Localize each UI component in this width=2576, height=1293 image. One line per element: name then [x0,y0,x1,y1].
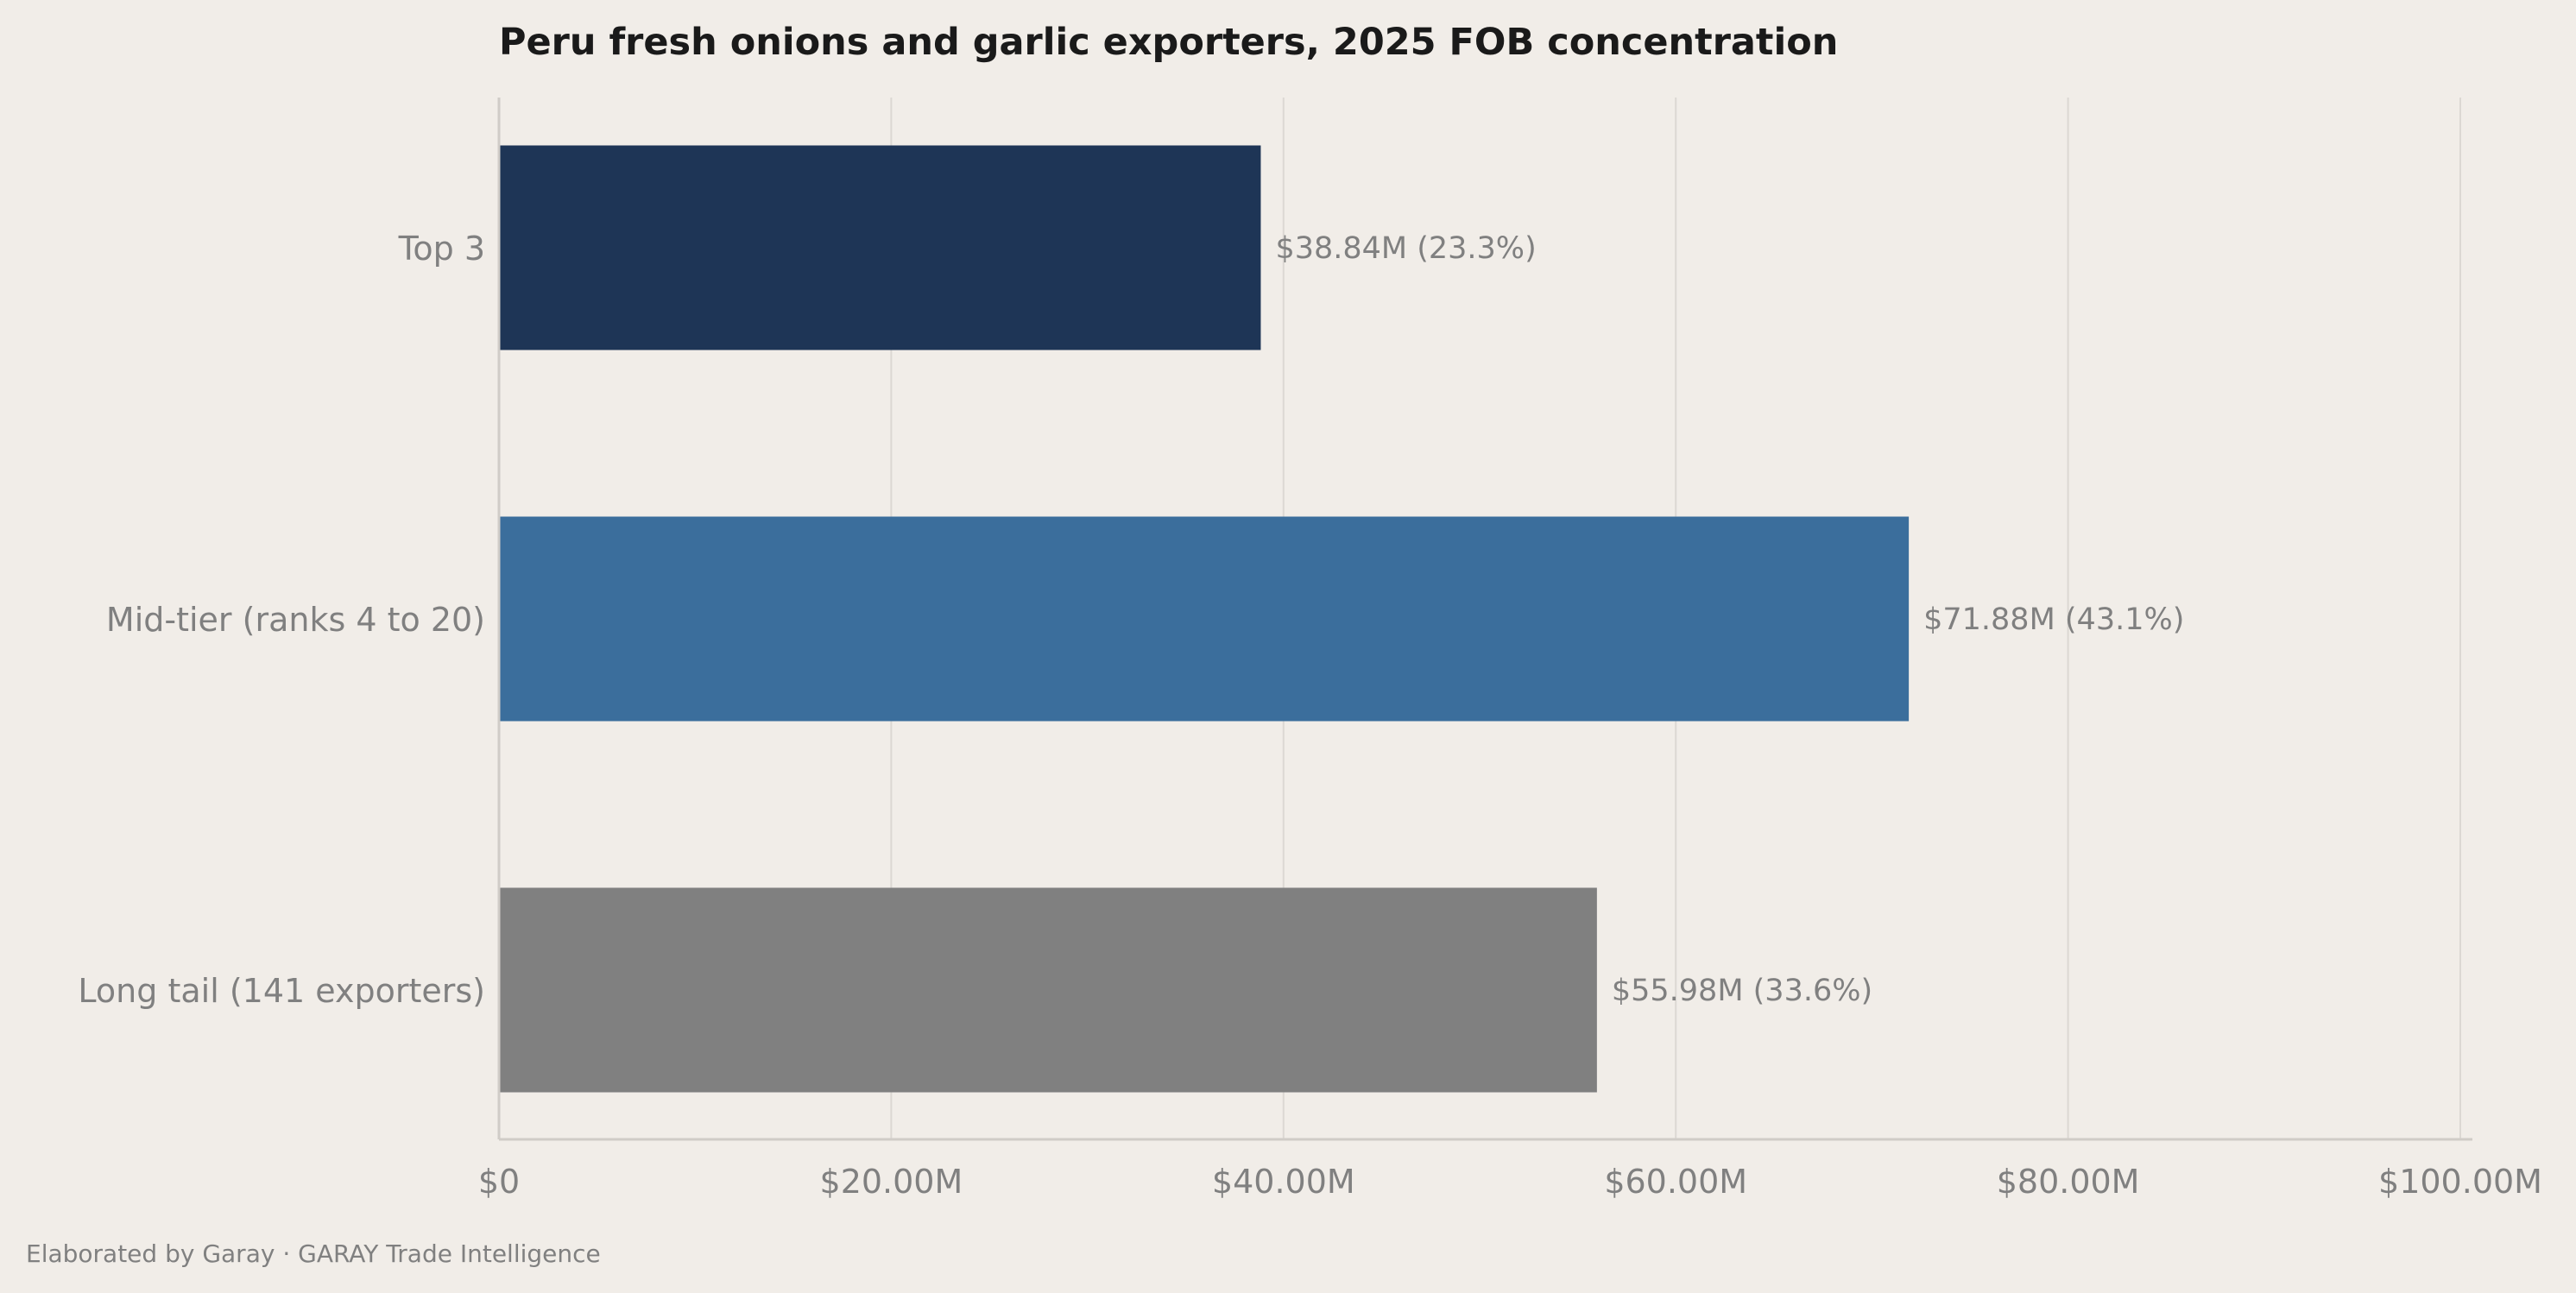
x-tick-label: $100.00M [2378,1163,2542,1201]
chart-title: Peru fresh onions and garlic exporters, … [499,21,1838,64]
bar [499,516,1910,722]
bars-layer: $38.84M (23.3%) $71.88M (43.1%) $55.98M (3… [499,145,2184,1093]
x-tick-label: $60.00M [1604,1163,1747,1201]
x-tick-label: $0 [478,1163,520,1201]
category-label: Long tail (141 exporters) [78,972,485,1010]
bar-value-label: $71.88M (43.1%) [1923,602,2184,637]
bar-value-label: $38.84M (23.3%) [1275,231,1536,266]
bar [499,145,1261,350]
x-tick-label: $80.00M [1997,1163,2140,1201]
footer-note: Elaborated by Garay · GARAY Trade Intell… [26,1239,601,1268]
category-label: Mid-tier (ranks 4 to 20) [106,601,485,639]
axis-layer: $0 $20.00M $40.00M $60.00M $80.00M $100.00M To… [78,98,2542,1201]
bar-value-label: $55.98M (33.6%) [1612,974,1872,1008]
bar [499,887,1597,1093]
x-tick-label: $40.00M [1212,1163,1355,1201]
category-label: Top 3 [398,230,485,268]
x-tick-label: $20.00M [820,1163,963,1201]
